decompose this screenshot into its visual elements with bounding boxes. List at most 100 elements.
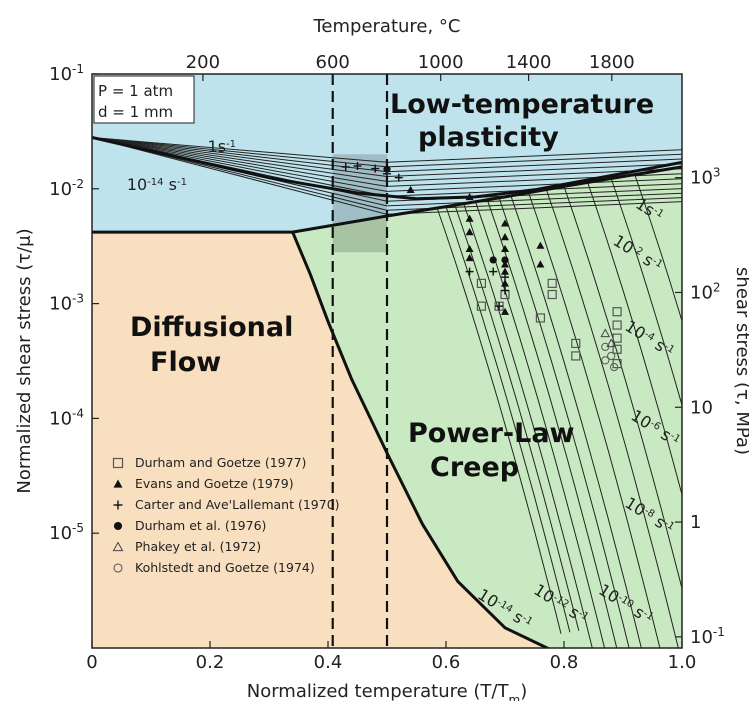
- strain-rate-contour-4: [563, 186, 682, 591]
- data-point-plus-2: [353, 161, 362, 170]
- legend-symbol-filled-circle: [113, 521, 123, 531]
- x-tick-label: 1.0: [668, 652, 697, 673]
- data-point-filled-triangle-11: [501, 267, 509, 275]
- top-tick-label: 200: [186, 52, 220, 73]
- low-temperature-upper-boundary: [92, 136, 682, 201]
- strain-rate-contour-7: [510, 195, 642, 648]
- legend-label: Kohlstedt and Goetze (1974): [135, 560, 315, 575]
- data-point-open-triangle-2: [606, 338, 617, 348]
- data-point-filled-triangle-5: [465, 244, 474, 253]
- region-label-low-temperature: Low-temperature: [390, 89, 654, 120]
- data-point-filled-triangle-7: [501, 219, 509, 227]
- data-point-open-square-2: [476, 301, 486, 311]
- data-point-open-triangle-1: [600, 328, 611, 338]
- y-axis-label: Normalized shear stress (τ/μ): [14, 228, 35, 493]
- legend-symbol-filled-triangle: [113, 479, 123, 488]
- x-tick-label: 0.2: [196, 652, 225, 673]
- data-point-filled-triangle-12: [501, 279, 509, 287]
- region-label-power-law: Power-Law: [408, 418, 574, 449]
- right-tick-label: 102: [690, 280, 721, 303]
- y-tick-label: 10-3: [49, 292, 84, 315]
- data-point-open-circle-4: [610, 362, 619, 372]
- strain-rate-contour-13: [445, 206, 571, 633]
- strain-rate-contour-6: [528, 192, 661, 648]
- y-tick-label: 10-1: [49, 62, 84, 85]
- strain-rate-contour-8: [498, 197, 630, 648]
- legend-symbol-open-triangle: [112, 541, 124, 552]
- data-point-open-square-13: [612, 344, 622, 354]
- legend-label: Durham et al. (1976): [135, 518, 266, 533]
- data-points: [341, 161, 622, 372]
- strain-rate-contours: [436, 174, 682, 648]
- legend-label: Phakey et al. (1972): [135, 539, 261, 554]
- strain-rate-labels: 1s-110-14 s-11s-110-2 s-110-4 s-110-6 s-…: [127, 137, 684, 628]
- data-point-plus-5: [394, 173, 403, 182]
- strain-rate-contour-1: [634, 174, 682, 323]
- region-label-flow: Flow: [150, 347, 221, 378]
- region-label-plasticity: plasticity: [418, 122, 559, 153]
- region-label-creep: Creep: [430, 452, 519, 483]
- data-point-filled-circle-2: [489, 256, 497, 264]
- condition-grain-size: d = 1 mm: [98, 103, 173, 121]
- strain-rate-contour-12: [454, 204, 580, 631]
- axes: 0 0.2 0.4 0.6 0.8 1.0 200 600 1000 1400 1800 10-1 10…: [49, 52, 725, 673]
- right-axis-label: shear stress (τ, MPa): [732, 267, 749, 455]
- top-tick-label: 1800: [589, 52, 635, 73]
- rate-label-6: 10-6 s-1: [628, 406, 684, 451]
- data-point-filled-triangle-10: [501, 260, 509, 268]
- data-point-open-circle-3: [601, 356, 610, 365]
- data-point-filled-triangle-8: [501, 233, 509, 241]
- data-point-filled-triangle-13: [501, 307, 509, 315]
- data-point-open-circle-2: [607, 351, 616, 361]
- data-point-open-square-1: [476, 278, 486, 288]
- top-tick-label: 1400: [506, 52, 552, 73]
- data-point-plus-9: [501, 286, 509, 295]
- low-temperature-plasticity-region: [92, 74, 682, 233]
- x-tick-label: 0.6: [432, 652, 461, 673]
- y-tick-label: 10-4: [49, 406, 84, 429]
- rate-label-7: 10-8 s-1: [622, 493, 678, 538]
- data-point-plus-8: [501, 273, 509, 282]
- legend: Durham and Goetze (1977) Evans and Goetze…: [112, 455, 340, 575]
- data-point-open-square-6: [547, 278, 557, 288]
- data-point-filled-triangle-4: [465, 228, 474, 236]
- legend-symbol-open-circle: [113, 563, 123, 573]
- data-point-plus-6: [465, 267, 474, 276]
- rate-label-2: 10-14 s-1: [127, 175, 187, 194]
- x-tick-label: 0.4: [314, 652, 343, 673]
- data-point-filled-circle-3: [501, 256, 509, 264]
- data-point-open-square-10: [612, 307, 622, 317]
- data-point-open-square-12: [612, 333, 622, 343]
- strain-rate-contour-9: [486, 199, 618, 648]
- right-tick-label: 10: [690, 397, 713, 418]
- conditions-box: [93, 75, 195, 124]
- strain-rate-contour-5: [545, 189, 679, 648]
- data-point-open-square-8: [571, 338, 581, 349]
- data-point-filled-triangle-9: [501, 244, 509, 253]
- low-temperature-lower-boundary: [92, 165, 682, 234]
- legend-symbol-open-square: [112, 457, 124, 469]
- legend-label: Durham and Goetze (1977): [135, 455, 306, 470]
- strain-rate-contour-11: [463, 203, 593, 648]
- data-point-filled-triangle-3: [465, 214, 474, 222]
- data-point-filled-triangle-2: [465, 192, 474, 201]
- legend-symbol-plus: [113, 500, 123, 510]
- x-tick-label: 0.8: [550, 652, 579, 673]
- region-label-diffusional: Diffusional: [130, 312, 293, 343]
- power-law-creep-region: [292, 166, 682, 648]
- y-tick-label: 10-5: [49, 521, 84, 544]
- plot-frame: [91, 73, 683, 649]
- strain-rate-contour-2: [610, 178, 682, 407]
- top-axis-label: Temperature, °C: [312, 16, 460, 37]
- data-point-open-square-9: [571, 351, 581, 361]
- data-point-open-square-5: [535, 313, 546, 323]
- diffusion-powerlaw-boundary: [291, 231, 551, 648]
- data-point-filled-triangle-15: [536, 260, 545, 268]
- legend-label: Carter and Ave'Lallemant (1970): [135, 497, 340, 512]
- strain-rate-contour-14: [436, 207, 562, 634]
- right-tick-label: 103: [690, 166, 721, 189]
- data-point-plus-10: [495, 302, 504, 311]
- right-tick-label: 1: [690, 512, 701, 533]
- data-point-open-circle-1: [601, 342, 610, 351]
